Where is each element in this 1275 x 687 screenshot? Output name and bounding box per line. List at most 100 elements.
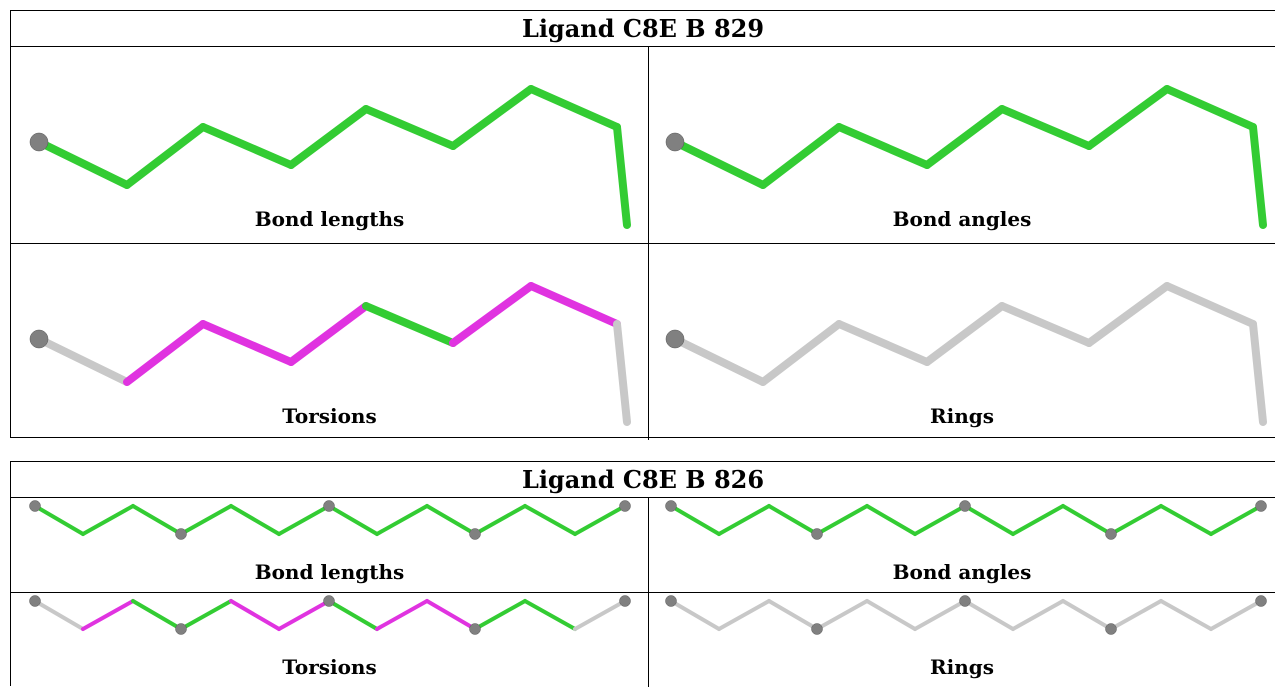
atom — [1105, 528, 1117, 540]
bond — [277, 599, 331, 631]
bond — [523, 504, 577, 536]
molecule-render — [29, 282, 631, 426]
panel-bond-angles: Bond angles — [649, 498, 1275, 592]
panel-caption: Bond lengths — [254, 207, 405, 231]
panel-bond-lengths: Bond lengths — [11, 498, 649, 592]
bond — [527, 282, 621, 328]
bond — [835, 320, 931, 366]
bond — [123, 123, 207, 189]
atom — [29, 132, 49, 152]
atom — [1255, 500, 1267, 512]
bond — [913, 599, 967, 631]
bond — [1209, 599, 1263, 631]
table-title: Ligand C8E B 829 — [11, 11, 1275, 47]
bond — [767, 504, 819, 536]
bond — [669, 599, 721, 631]
atom — [469, 528, 481, 540]
molecule-render — [665, 595, 1267, 635]
bond — [1109, 504, 1163, 536]
bond — [998, 105, 1093, 150]
bond — [573, 504, 627, 536]
atom — [1105, 623, 1117, 635]
atom — [959, 595, 971, 607]
atom — [175, 623, 187, 635]
bond — [815, 599, 869, 631]
atom — [665, 132, 685, 152]
bond — [449, 282, 535, 347]
bond — [123, 320, 207, 386]
bond — [131, 599, 183, 631]
atom — [29, 500, 41, 512]
atom — [175, 528, 187, 540]
bond — [327, 504, 379, 536]
atom — [811, 623, 823, 635]
bond — [669, 504, 721, 536]
atom — [619, 500, 631, 512]
bond — [671, 335, 767, 386]
bond — [1209, 504, 1263, 536]
bond — [523, 599, 577, 631]
bond — [229, 504, 281, 536]
bond — [963, 599, 1015, 631]
bond — [835, 123, 931, 169]
bond — [81, 599, 135, 631]
atom — [1255, 595, 1267, 607]
bond — [33, 599, 85, 631]
bond — [375, 504, 429, 536]
atom — [811, 528, 823, 540]
bond — [1163, 282, 1257, 328]
atom — [323, 595, 335, 607]
bond — [1011, 504, 1065, 536]
bond — [1159, 599, 1213, 631]
panel-bond-lengths: Bond lengths — [11, 47, 649, 243]
bond — [671, 138, 767, 189]
panel-caption: Rings — [929, 655, 994, 679]
atom — [323, 500, 335, 512]
bond — [923, 302, 1006, 366]
bond — [375, 599, 429, 631]
panel-bond-angles: Bond angles — [649, 47, 1275, 243]
bond — [287, 302, 370, 366]
bond — [229, 599, 281, 631]
atom — [665, 500, 677, 512]
panel-rings: Rings — [649, 244, 1275, 440]
atom — [29, 329, 49, 349]
bond — [35, 138, 131, 189]
atom — [619, 595, 631, 607]
bond — [35, 335, 131, 386]
bond — [527, 85, 621, 131]
table-title: Ligand C8E B 826 — [11, 462, 1275, 498]
bond — [815, 504, 869, 536]
bond — [759, 320, 843, 386]
panel-caption: Bond angles — [892, 560, 1032, 584]
panel-rings: Rings — [649, 593, 1275, 687]
bond — [998, 302, 1093, 347]
bond — [1249, 320, 1267, 426]
molecule-render — [29, 500, 631, 540]
ligand-table-829: Ligand C8E B 829 Bond lengths Bond angle… — [10, 10, 1275, 440]
bond — [717, 599, 771, 631]
atom — [665, 595, 677, 607]
bond — [199, 320, 295, 366]
bond — [425, 504, 477, 536]
bond — [923, 105, 1006, 169]
molecule-render — [29, 595, 631, 635]
bond — [1061, 504, 1113, 536]
bond — [449, 85, 535, 150]
bond — [287, 105, 370, 169]
bond — [613, 320, 631, 426]
bond — [473, 599, 527, 631]
atom — [665, 329, 685, 349]
bond — [613, 123, 631, 229]
ligand-table-826: Ligand C8E B 826 Bond lengths Bond angle… — [10, 461, 1275, 687]
bond — [717, 504, 771, 536]
panel-caption: Rings — [929, 404, 994, 428]
molecule-render — [665, 85, 1267, 229]
bond — [963, 504, 1015, 536]
bond — [1163, 85, 1257, 131]
bond — [767, 599, 819, 631]
bond — [1061, 599, 1113, 631]
panel-caption: Bond angles — [892, 207, 1032, 231]
bond — [362, 302, 457, 347]
panel-caption: Torsions — [282, 404, 377, 428]
